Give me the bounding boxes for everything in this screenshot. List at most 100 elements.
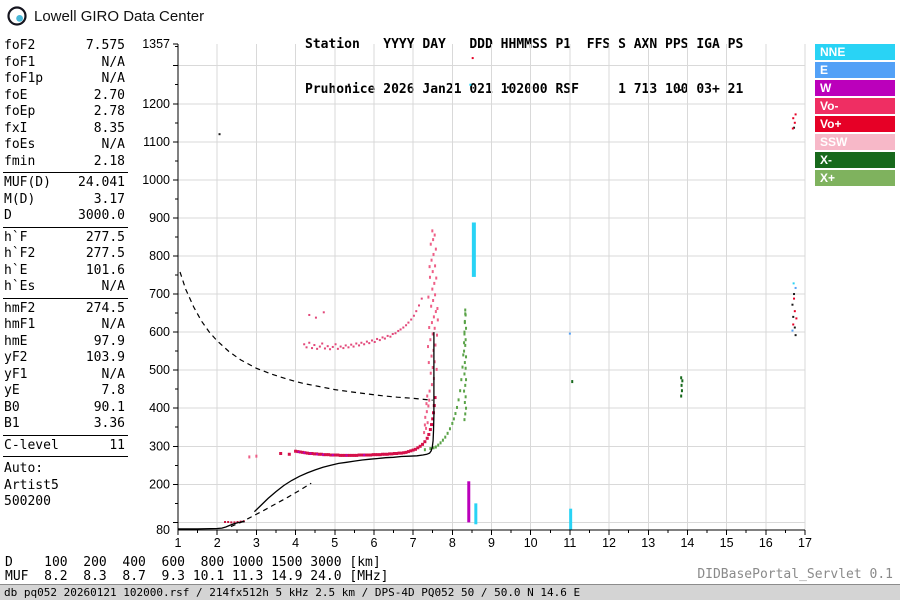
param-row-fof1: foF1 N/A xyxy=(3,55,128,72)
param-value: 103.9 xyxy=(85,350,125,365)
param-row-he: h`E 101.6 xyxy=(3,263,128,280)
svg-text:13: 13 xyxy=(641,536,655,550)
brand-title: Lowell GIRO Data Center xyxy=(34,7,205,25)
param-label: D xyxy=(4,208,12,223)
svg-text:300: 300 xyxy=(149,439,170,453)
param-value: N/A xyxy=(101,137,125,152)
param-group: MUF(D) 24.041 M(D) 3.17 D 3000.0 xyxy=(3,172,128,227)
param-value: 2.18 xyxy=(93,153,125,169)
plot-series-x-trace xyxy=(423,308,468,452)
svg-text:8: 8 xyxy=(449,536,456,550)
param-value: 3.36 xyxy=(93,416,125,431)
param-row-ye: yE 7.8 xyxy=(3,383,128,400)
param-group: C-level 11 xyxy=(3,434,128,457)
plot-grid xyxy=(178,44,806,530)
header-values-line: Pruhonice 2026 Jan21 021 102000 RSF 1 71… xyxy=(305,82,744,97)
param-row-hmf1: hmF1 N/A xyxy=(3,317,128,334)
param-row-fof2: foF2 7.575 xyxy=(3,38,128,55)
autoscaling-line: 500200 xyxy=(4,494,51,509)
param-label: hmF2 xyxy=(4,300,36,316)
param-label: foEp xyxy=(4,104,36,119)
svg-text:800: 800 xyxy=(149,249,170,263)
param-label: yF2 xyxy=(4,350,28,365)
plot-series-o-second-hop xyxy=(303,297,423,351)
param-label: h`E xyxy=(4,262,28,278)
param-label: fmin xyxy=(4,153,36,169)
param-row-fxi: fxI 8.35 xyxy=(3,121,128,138)
param-label: h`Es xyxy=(4,279,36,294)
servlet-version: DIDBasePortal_Servlet 0.1 xyxy=(697,567,893,582)
svg-text:14: 14 xyxy=(680,536,694,550)
svg-text:400: 400 xyxy=(149,401,170,415)
plot-series-o-spread xyxy=(248,229,439,459)
param-row-hf2: h`F2 277.5 xyxy=(3,246,128,263)
param-group: foF2 7.575 foF1 N/A foF1p N/A foE 2.70 foEp 2.78 f… xyxy=(3,36,128,172)
svg-text:3: 3 xyxy=(253,536,260,550)
param-value: 277.5 xyxy=(85,229,125,245)
legend-item-ssw: SSW xyxy=(815,134,895,150)
svg-text:9: 9 xyxy=(488,536,495,550)
svg-text:1: 1 xyxy=(175,536,182,550)
param-row-foep: foEp 2.78 xyxy=(3,104,128,121)
svg-text:11: 11 xyxy=(563,536,576,550)
param-label: h`F xyxy=(4,229,28,245)
legend-item-x: X+ xyxy=(815,170,895,186)
plot-series-rfi-red xyxy=(471,57,798,326)
param-row-hme: hmE 97.9 xyxy=(3,334,128,351)
plot-line-profile-f xyxy=(253,332,435,513)
svg-text:16: 16 xyxy=(759,536,773,550)
svg-text:1357: 1357 xyxy=(142,38,170,51)
param-label: MUF(D) xyxy=(4,175,51,190)
status-bar: db pq052 20260121 102000.rsf / 214fx512h… xyxy=(0,584,900,600)
autoscaling-block: Auto: Artist5 500200 xyxy=(3,457,128,515)
plot-tick-labels: 1 2 3 4 5 6 7 8 9 10 11 12 13 14 15 16 17135712001100100… xyxy=(142,37,812,550)
param-row-b0: B0 90.1 xyxy=(3,400,128,417)
plot-series-rfi-black xyxy=(218,82,797,337)
param-value: 97.9 xyxy=(93,333,125,349)
param-row-hmf2: hmF2 274.5 xyxy=(3,301,128,318)
svg-text:7: 7 xyxy=(410,536,417,550)
param-label: foE xyxy=(4,87,28,103)
param-value: 3000.0 xyxy=(78,208,125,223)
plot-series-rfi-cyan xyxy=(469,83,795,285)
param-group: h`F 277.5 h`F2 277.5 h`E 101.6 h`Es N/A xyxy=(3,226,128,298)
param-row-hes: h`Es N/A xyxy=(3,279,128,296)
plot-rfi-bars xyxy=(467,222,573,530)
param-value: N/A xyxy=(101,54,125,70)
param-row-fof1p: foF1p N/A xyxy=(3,71,128,88)
param-value: 3.17 xyxy=(93,191,125,207)
legend-item-e: E xyxy=(815,62,895,78)
svg-text:80: 80 xyxy=(156,523,170,537)
param-value: 90.1 xyxy=(93,399,125,415)
svg-text:600: 600 xyxy=(149,325,170,339)
svg-text:700: 700 xyxy=(149,287,170,301)
param-value: N/A xyxy=(101,366,125,382)
param-row-yf1: yF1 N/A xyxy=(3,367,128,384)
plot-series-rfi-blue xyxy=(568,286,797,335)
param-label: M(D) xyxy=(4,191,36,207)
param-row-hf: h`F 277.5 xyxy=(3,230,128,247)
param-value: 7.575 xyxy=(85,38,125,53)
legend-item-w: W xyxy=(815,80,895,96)
param-value: 8.35 xyxy=(93,120,125,136)
svg-text:1100: 1100 xyxy=(143,135,170,149)
svg-text:1200: 1200 xyxy=(142,97,170,111)
param-value: 11 xyxy=(109,437,125,453)
svg-text:17: 17 xyxy=(798,536,812,550)
param-value: 2.70 xyxy=(93,87,125,103)
legend-item-vo: Vo- xyxy=(815,98,895,114)
svg-text:10: 10 xyxy=(524,536,538,550)
plot-line-valley-dashed xyxy=(230,482,312,528)
svg-text:900: 900 xyxy=(149,211,170,225)
muf-row: MUF 8.2 8.3 8.7 9.3 10.1 11.3 14.9 24.0 … xyxy=(5,569,389,584)
param-label: B1 xyxy=(4,416,20,431)
param-value: N/A xyxy=(101,71,125,86)
param-label: B0 xyxy=(4,399,20,415)
plot-series-rfi-darkgreen xyxy=(571,376,684,398)
svg-text:6: 6 xyxy=(370,536,377,550)
param-label: yE xyxy=(4,383,20,398)
param-label: h`F2 xyxy=(4,246,36,261)
param-label: foF2 xyxy=(4,38,36,53)
param-label: foF1 xyxy=(4,54,36,70)
